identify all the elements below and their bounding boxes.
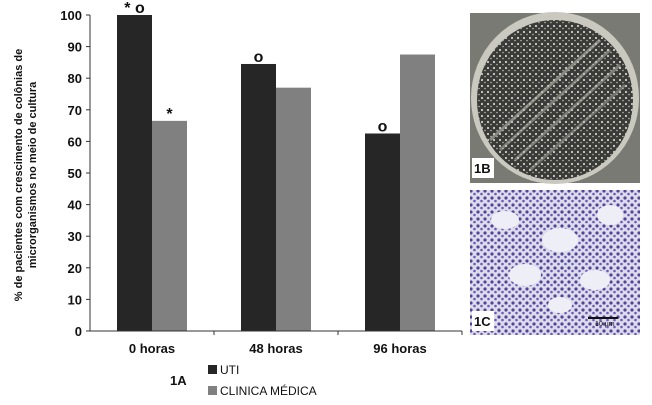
significance-marker: o bbox=[254, 49, 264, 66]
panel-label-1c: 1C bbox=[474, 314, 491, 329]
y-tick-label: 60 bbox=[68, 134, 82, 149]
y-tick-label: 50 bbox=[68, 166, 82, 181]
plot-area: 0 10 20 30 40 50 60 70 80 90 100 * o * 0 horas o 48 hor… bbox=[60, 0, 463, 356]
legend-label-uti: UTI bbox=[220, 363, 239, 377]
panel-label-1a: 1A bbox=[170, 373, 187, 388]
y-tick-label: 70 bbox=[68, 103, 82, 118]
y-tick-label: 20 bbox=[68, 261, 82, 276]
panel-label-1b: 1B bbox=[474, 161, 491, 176]
y-tick-label: 100 bbox=[60, 8, 82, 23]
bar bbox=[241, 63, 276, 331]
x-tick-label: 0 horas bbox=[129, 341, 175, 356]
y-axis-label-line-1: % de pacientes com crescimento de colôni… bbox=[13, 49, 25, 301]
bar bbox=[400, 54, 435, 331]
y-tick-label: 80 bbox=[68, 71, 82, 86]
significance-marker: * bbox=[166, 106, 173, 123]
x-tick-label: 48 horas bbox=[249, 341, 302, 356]
y-tick-label: 0 bbox=[75, 324, 82, 339]
bar bbox=[152, 120, 187, 331]
scale-bar-label: 10 µm bbox=[595, 321, 615, 328]
x-tick-label: 96 horas bbox=[373, 341, 426, 356]
petri-dish-photo: 1B bbox=[470, 12, 640, 184]
significance-marker: * o bbox=[124, 0, 145, 17]
microscopy-photo: 1C 10 µm bbox=[470, 190, 640, 335]
bar bbox=[117, 15, 152, 331]
legend-label-clinica-medica: CLINICA MÉDICA bbox=[220, 383, 317, 398]
legend-swatch-uti bbox=[208, 365, 217, 374]
y-axis-label-line-2: microrganismos no meio de cultura bbox=[27, 81, 39, 268]
y-tick-label: 90 bbox=[68, 40, 82, 55]
y-tick-label: 10 bbox=[68, 292, 82, 307]
bar bbox=[365, 133, 400, 331]
y-tick-label: 30 bbox=[68, 229, 82, 244]
bar bbox=[276, 87, 311, 332]
legend-swatch-clinica-medica bbox=[208, 386, 217, 395]
significance-marker: o bbox=[378, 119, 388, 136]
y-tick-label: 40 bbox=[68, 198, 82, 213]
